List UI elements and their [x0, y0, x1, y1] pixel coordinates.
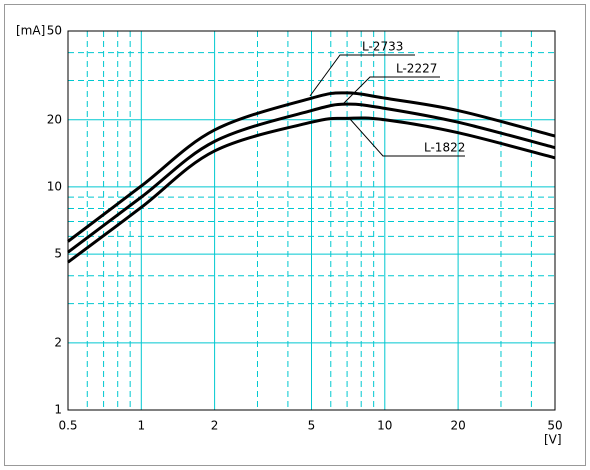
y-tick-label: 5 [54, 247, 62, 261]
curve [67, 116, 556, 264]
leader-line [341, 76, 440, 106]
x-tick-label: 2 [211, 419, 219, 433]
leader-line [349, 118, 465, 157]
x-tick-label: 1 [137, 419, 145, 433]
series-label: L-2733 [362, 40, 403, 54]
y-tick-label: 50 [47, 24, 62, 38]
y-tick-label: 20 [47, 112, 62, 126]
x-tick-label: 0.5 [58, 419, 77, 433]
y-tick-label: 1 [54, 403, 62, 417]
x-tick-label: 5 [308, 419, 316, 433]
series-label: L-2227 [396, 62, 437, 76]
x-tick-label: 20 [450, 419, 465, 433]
curve [67, 102, 556, 254]
leader-line [309, 54, 415, 97]
y-tick-label: 10 [47, 179, 62, 193]
frame [4, 4, 586, 466]
x-tick-label: 50 [547, 419, 562, 433]
plot-border [67, 30, 556, 411]
x-unit: [V] [544, 433, 562, 447]
curve [67, 91, 556, 243]
y-tick-label: 2 [54, 335, 62, 349]
x-tick-label: 10 [377, 419, 392, 433]
y-unit: [mA] [16, 24, 45, 38]
series-label: L-1822 [424, 141, 465, 155]
